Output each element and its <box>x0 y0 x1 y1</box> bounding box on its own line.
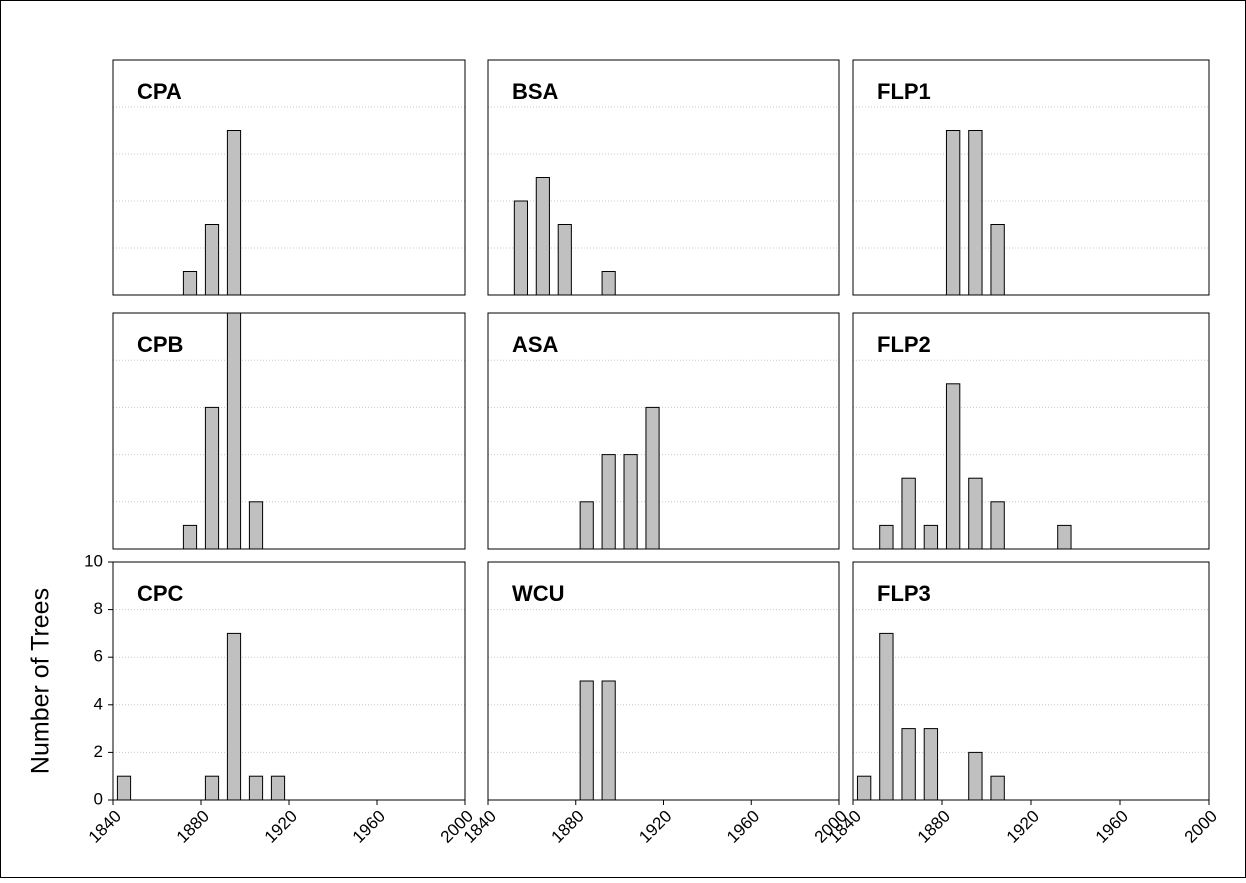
plot-area <box>488 313 839 549</box>
panel-border <box>487 59 840 296</box>
y-tick-label: 4 <box>94 694 103 713</box>
bar <box>968 130 983 296</box>
panel: BSA <box>487 59 840 296</box>
bar <box>204 775 220 801</box>
bar <box>226 130 242 296</box>
panel-title: FLP1 <box>877 79 931 104</box>
bar <box>879 632 894 801</box>
bar <box>601 680 616 801</box>
bar <box>116 775 132 801</box>
bar <box>945 383 961 550</box>
bar <box>623 454 638 550</box>
plot-area <box>853 60 1209 295</box>
panel-title: ASA <box>512 332 559 357</box>
panel-border <box>112 59 466 296</box>
y-tick-label: 2 <box>94 742 103 761</box>
plot-area <box>113 313 465 549</box>
bar <box>535 177 550 296</box>
y-tick-label: 0 <box>94 789 103 808</box>
bar <box>204 224 220 296</box>
panel-title: CPC <box>137 581 184 606</box>
panel-title: CPA <box>137 79 182 104</box>
bar <box>601 454 616 550</box>
bar <box>513 200 528 296</box>
bar <box>856 775 872 801</box>
bar <box>990 775 1005 801</box>
panel-border <box>852 59 1210 296</box>
bar <box>990 224 1005 296</box>
panel: CPB <box>112 312 466 550</box>
bar <box>579 501 594 550</box>
bar <box>968 477 983 550</box>
bar <box>270 775 286 801</box>
bar <box>182 271 198 296</box>
panel: FLP1 <box>852 59 1210 296</box>
bar <box>226 632 242 801</box>
panel-title: BSA <box>512 79 559 104</box>
bar <box>601 271 616 296</box>
plot-area <box>113 60 465 295</box>
plot-area <box>113 562 465 800</box>
y-tick-label: 6 <box>94 647 103 666</box>
bar <box>923 524 939 550</box>
y-tick-label: 10 <box>84 551 103 570</box>
panel-border <box>852 312 1210 550</box>
bar <box>901 728 916 801</box>
bar <box>579 680 594 801</box>
panel-title: WCU <box>512 581 565 606</box>
bar <box>557 224 572 296</box>
panel: FLP2 <box>852 312 1210 550</box>
panel: ASA <box>487 312 840 550</box>
bar <box>204 406 220 550</box>
bar <box>945 130 961 296</box>
bar <box>1057 524 1072 550</box>
bar <box>968 751 983 801</box>
panel-border <box>487 312 840 550</box>
panel-title: CPB <box>137 332 183 357</box>
bar <box>990 501 1005 550</box>
bar <box>879 524 894 550</box>
bar <box>248 775 264 801</box>
bar <box>248 501 264 550</box>
bar <box>182 524 198 550</box>
panel: CPA <box>112 59 466 296</box>
panel-border <box>112 312 466 550</box>
plot-area <box>488 562 839 800</box>
panel-title: FLP2 <box>877 332 931 357</box>
y-axis-label: Number of Trees <box>27 588 55 774</box>
bar <box>226 312 242 550</box>
bar <box>923 728 939 801</box>
y-tick-label: 8 <box>94 599 103 618</box>
bar <box>645 406 660 550</box>
panel-title: FLP3 <box>877 581 931 606</box>
bar <box>901 477 916 550</box>
